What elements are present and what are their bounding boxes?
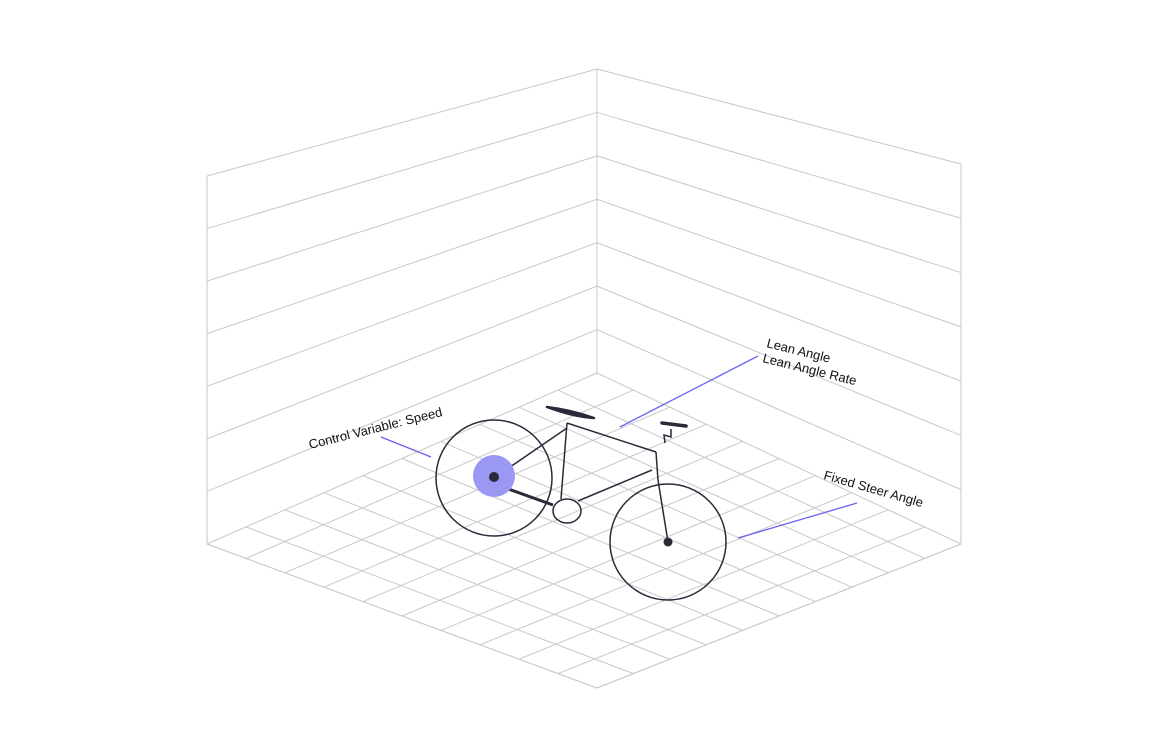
grid-floor-line <box>284 509 670 660</box>
stem <box>663 429 672 444</box>
grid-floor-line <box>323 492 707 646</box>
rear-wheel <box>435 419 553 537</box>
grid-floor-line <box>440 475 816 631</box>
front-wheel <box>609 483 727 601</box>
front-hub <box>663 537 673 547</box>
grid-floor-line <box>596 372 962 545</box>
grid-floor-line <box>362 475 743 631</box>
grid-top-left <box>206 68 598 177</box>
grid-wall-right-line <box>596 285 962 436</box>
grid-wall-right-line <box>596 242 962 382</box>
grid-wall-left-line <box>206 285 598 440</box>
grid-top-right <box>596 68 962 165</box>
fixed-steer-label: Fixed Steer Angle <box>822 467 925 510</box>
grid-wall-left-line <box>206 198 598 335</box>
room-grid <box>206 68 962 689</box>
grid-floor-line <box>206 543 598 689</box>
speed-leader-line <box>380 436 432 458</box>
down-tube <box>577 469 653 502</box>
grid-floor-line <box>557 526 925 675</box>
grid-wall-right-line <box>596 155 962 274</box>
grid-floor-line <box>479 492 852 646</box>
grid-floor-line <box>245 526 634 675</box>
steer-leader-line <box>737 502 858 539</box>
rear-hub <box>489 472 499 482</box>
grid-wall-right-line <box>596 329 962 491</box>
crank-ring <box>552 498 582 524</box>
grid-floor-line <box>401 458 780 617</box>
top-tube <box>566 422 657 453</box>
grid-wall-right-line <box>596 198 962 328</box>
head-tube <box>655 451 659 481</box>
grid-wall-left-line <box>206 329 598 492</box>
grid-wall-right-line <box>596 111 962 219</box>
grid-wall-left-line <box>206 242 598 387</box>
handlebar <box>660 421 688 428</box>
front-fork <box>657 479 669 543</box>
saddle <box>545 405 596 420</box>
bicycle <box>435 405 727 601</box>
seat-tube <box>560 422 568 500</box>
grid-wall-left-line <box>206 111 598 230</box>
grid-floor-line <box>206 372 598 545</box>
grid-floor-line <box>596 543 962 689</box>
grid-wall-left-line <box>206 155 598 282</box>
grid-floor-line <box>518 509 889 660</box>
speed-label: Control Variable: Speed <box>307 404 444 452</box>
lean-leader-line <box>619 355 759 428</box>
